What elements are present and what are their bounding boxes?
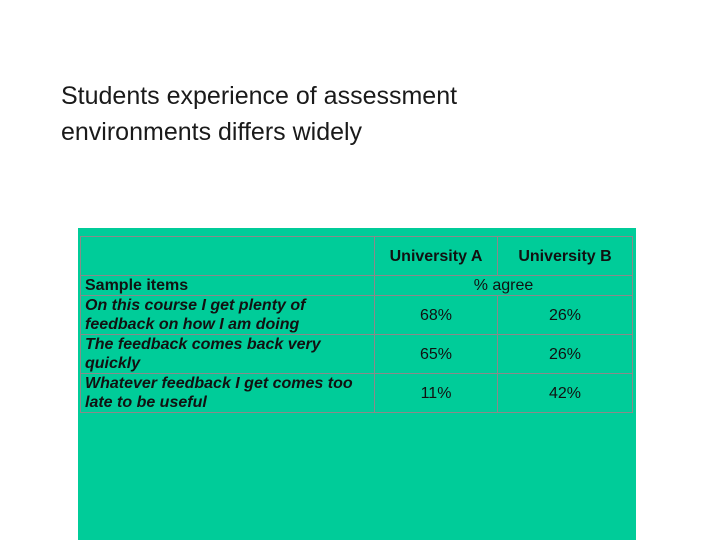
row-item-text: Whatever feedback I get comes too late t…: [80, 373, 375, 413]
survey-table: University A University B Sample items %…: [80, 236, 633, 413]
percent-agree-label: % agree: [374, 275, 633, 296]
table-row: Whatever feedback I get comes too late t…: [80, 373, 633, 413]
column-header-university-b: University B: [497, 236, 633, 276]
slide-title: Students experience of assessment enviro…: [61, 78, 581, 150]
row-item-text: The feedback comes back very quickly: [80, 334, 375, 374]
row-value-university-b: 42%: [497, 373, 633, 413]
sample-items-label: Sample items: [80, 275, 375, 296]
table-header-row: University A University B: [80, 236, 633, 276]
table-row: The feedback comes back very quickly 65%…: [80, 334, 633, 374]
column-header-university-a: University A: [374, 236, 498, 276]
table-panel: University A University B Sample items %…: [78, 228, 636, 540]
row-value-university-b: 26%: [497, 334, 633, 374]
row-item-text: On this course I get plenty of feedback …: [80, 295, 375, 335]
row-value-university-a: 68%: [374, 295, 498, 335]
slide-title-line-1: Students experience of assessment: [61, 82, 458, 110]
slide-title-line-2: environments differs widely: [61, 118, 363, 146]
row-value-university-a: 65%: [374, 334, 498, 374]
table-subheader-row: Sample items % agree: [80, 275, 633, 296]
row-value-university-a: 11%: [374, 373, 498, 413]
header-empty-cell: [80, 236, 375, 276]
row-value-university-b: 26%: [497, 295, 633, 335]
table-row: On this course I get plenty of feedback …: [80, 295, 633, 335]
